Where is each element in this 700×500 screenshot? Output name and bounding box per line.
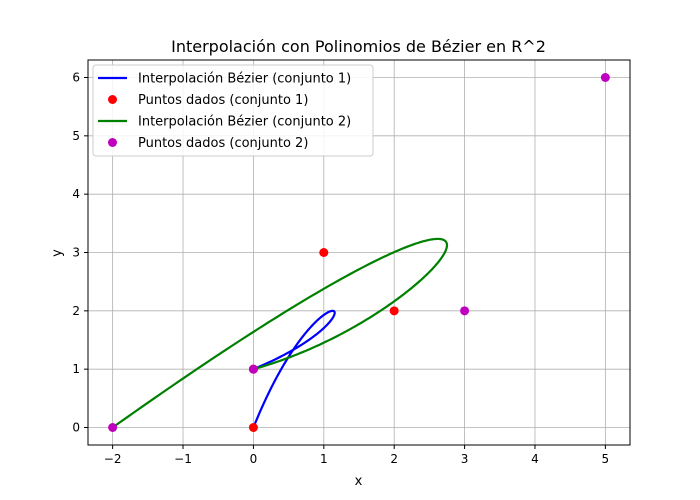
data-point — [600, 73, 610, 82]
chart-title: Interpolación con Polinomios de Bézier e… — [171, 37, 546, 56]
x-tick-label: −2 — [104, 452, 122, 466]
y-tick-label: 2 — [72, 304, 80, 318]
legend-marker-swatch — [108, 95, 117, 104]
data-point — [248, 423, 258, 432]
x-tick-label: 1 — [320, 452, 328, 466]
y-tick-label: 6 — [72, 71, 80, 85]
y-tick-label: 1 — [72, 362, 80, 376]
y-tick-label: 3 — [72, 246, 80, 260]
x-tick-label: −1 — [174, 452, 192, 466]
legend-box — [92, 64, 374, 157]
y-tick-label: 0 — [72, 421, 80, 435]
data-point — [108, 423, 118, 432]
bezier-curve-3 — [112, 237, 449, 429]
y-tick-label: 4 — [72, 187, 80, 201]
x-tick-label: 3 — [461, 452, 469, 466]
y-axis-label: y — [50, 249, 65, 257]
legend-marker-swatch — [108, 138, 117, 147]
axes: −2 −1 0 1 2 3 4 5 0 1 2 3 4 5 6 — [72, 59, 631, 466]
x-tick-label: 2 — [390, 452, 398, 466]
data-point — [248, 364, 258, 374]
data-point — [460, 306, 470, 316]
legend-label: Puntos dados (conjunto 1) — [138, 93, 308, 108]
x-tick-label: 0 — [250, 452, 258, 466]
data-point — [389, 306, 399, 316]
x-axis-label: x — [355, 474, 363, 489]
legend-label: Puntos dados (conjunto 2) — [138, 136, 308, 151]
x-tick-label: 4 — [531, 452, 539, 466]
legend-label: Interpolación Bézier (conjunto 1) — [138, 72, 351, 87]
legend: Interpolación Bézier (conjunto 1) Puntos … — [92, 64, 374, 157]
y-tick-label: 5 — [72, 129, 80, 143]
plot-area — [108, 73, 610, 432]
data-point — [319, 248, 329, 257]
x-tick-label: 5 — [602, 452, 610, 466]
legend-label: Interpolación Bézier (conjunto 2) — [138, 115, 351, 130]
